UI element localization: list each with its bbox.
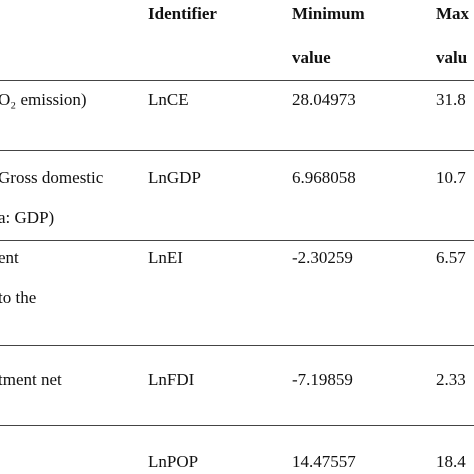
- header-cell: Minimum: [292, 4, 365, 23]
- variable-name: a: GDP): [0, 208, 55, 227]
- variable-name: Gross domestic: [0, 168, 104, 187]
- header-cell: valu: [436, 48, 468, 67]
- row-rule: [0, 240, 474, 241]
- variable-name: tment net: [0, 370, 62, 389]
- min-value: 14.47557: [292, 452, 356, 471]
- variable-name: ent: [0, 248, 19, 267]
- max-value: 2.33: [436, 370, 466, 389]
- row-rule: [0, 425, 474, 426]
- identifier: LnGDP: [148, 168, 201, 187]
- header-cell: value: [292, 48, 331, 67]
- header-cell: Max: [436, 4, 470, 23]
- max-value: 10.7: [436, 168, 466, 187]
- row-rule: [0, 80, 474, 81]
- row-rule: [0, 345, 474, 346]
- max-value: 6.57: [436, 248, 466, 267]
- min-value: -2.30259: [292, 248, 353, 267]
- min-value: 28.04973: [292, 90, 356, 109]
- identifier: LnPOP: [148, 452, 199, 471]
- variable-name: to the: [0, 288, 37, 307]
- max-value: 31.8: [436, 90, 466, 109]
- min-value: 6.968058: [292, 168, 356, 187]
- min-value: -7.19859: [292, 370, 353, 389]
- max-value: 18.4: [436, 452, 466, 471]
- row-rule: [0, 150, 474, 151]
- identifier: LnFDI: [148, 370, 195, 389]
- identifier: LnCE: [148, 90, 189, 109]
- header-cell: Identifier: [148, 4, 217, 23]
- identifier: LnEI: [148, 248, 183, 267]
- variable-name: O₂ emission): [0, 90, 87, 109]
